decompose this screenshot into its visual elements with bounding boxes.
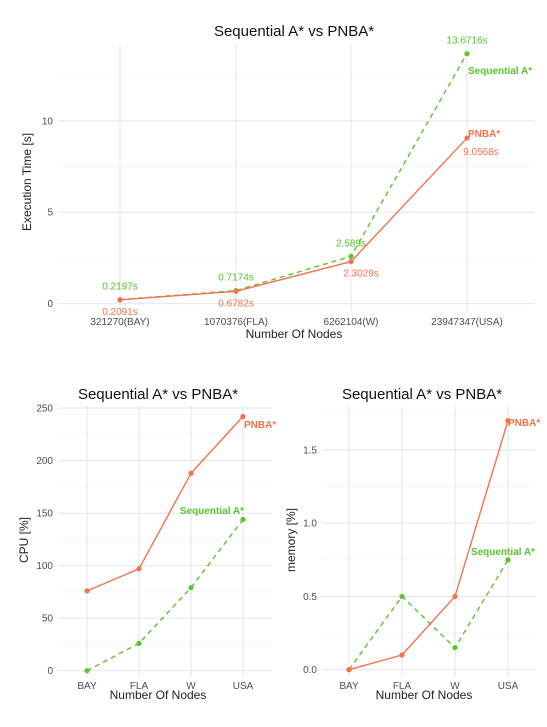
- data-point: [464, 135, 470, 141]
- y-tick-label: 1.5: [303, 445, 317, 456]
- y-tick-label: 10: [42, 116, 54, 127]
- x-tick-label: FLA: [130, 681, 149, 692]
- x-tick-label: 1070376(FLA): [204, 317, 268, 328]
- chart1-series: [117, 51, 470, 303]
- series-label: PNBA*: [468, 129, 500, 140]
- chart2-y-ticks: 0 50 100 150 200 250: [36, 404, 53, 678]
- chart-memory: Sequential A* vs PNBA* 0.0 0.5 1.0 1.5 BAY F…: [284, 386, 540, 702]
- chart2-x-axis-label: Number Of Nodes: [110, 688, 207, 702]
- data-point: [464, 51, 470, 57]
- data-point: [452, 645, 458, 651]
- data-point: [84, 668, 90, 674]
- x-tick-label: 321270(BAY): [90, 317, 149, 328]
- data-point: [188, 585, 194, 591]
- x-tick-label: W: [450, 681, 460, 692]
- chart3-title: Sequential A* vs PNBA*: [342, 386, 502, 403]
- chart2-title: Sequential A* vs PNBA*: [78, 386, 238, 403]
- data-point: [136, 640, 142, 646]
- series-label: PNBA*: [508, 418, 540, 429]
- data-label: 0.6782s: [218, 298, 254, 309]
- chart1-y-axis-label: Execution Time [s]: [20, 133, 34, 231]
- x-tick-label: USA: [498, 681, 519, 692]
- chart2-y-axis-label: CPU [%]: [17, 517, 31, 563]
- data-label: 9.0568s: [463, 147, 499, 158]
- series-line-pnba: [119, 137, 468, 301]
- data-point: [240, 516, 246, 523]
- y-tick-label: 1.0: [303, 519, 317, 530]
- chart3-series-labels: Sequential A* PNBA*: [471, 418, 540, 558]
- data-point: [136, 566, 142, 572]
- x-tick-label: BAY: [339, 681, 359, 692]
- data-point: [348, 253, 354, 259]
- chart3-series: [346, 418, 511, 673]
- y-tick-label: 0.5: [303, 592, 317, 603]
- chart-execution-time: Sequential A* vs PNBA* 0 5 10 321270(BAY) 1…: [20, 23, 535, 341]
- chart3-grid: [322, 406, 535, 677]
- chart1-title: Sequential A* vs PNBA*: [214, 23, 374, 40]
- series-line-sequential: [348, 559, 509, 671]
- x-tick-label: W: [186, 681, 196, 692]
- y-tick-label: 0: [47, 666, 53, 677]
- data-point: [399, 652, 405, 658]
- data-label: 2.3029s: [343, 269, 379, 280]
- series-label: PNBA*: [244, 420, 276, 431]
- x-tick-label: FLA: [393, 681, 412, 692]
- data-label: 13.6716s: [446, 36, 487, 47]
- chart1-x-axis-label: Number Of Nodes: [246, 327, 343, 341]
- y-tick-label: 100: [36, 561, 53, 572]
- series-line-pnba: [348, 420, 509, 671]
- data-point: [346, 667, 352, 673]
- data-point: [505, 418, 511, 424]
- chart3-x-axis-label: Number Of Nodes: [376, 688, 473, 702]
- chart1-data-labels: 0.2197s 0.7174s 2.589s 13.6716s Sequential A…: [102, 36, 532, 318]
- chart2-series: [84, 413, 246, 674]
- chart2-x-ticks: BAY FLA W USA: [77, 681, 253, 692]
- x-tick-label: USA: [233, 681, 254, 692]
- chart-cpu: Sequential A* vs PNBA* 0 50 100 150 200 250 B…: [17, 386, 276, 702]
- data-label: 0.2197s: [102, 282, 138, 293]
- x-tick-label: BAY: [77, 681, 97, 692]
- chart2-grid: [58, 406, 272, 677]
- series-line-sequential: [86, 519, 244, 672]
- data-point: [84, 588, 90, 594]
- data-point: [240, 413, 246, 420]
- chart2-series-labels: Sequential A* PNBA*: [180, 420, 276, 517]
- chart3-x-ticks: BAY FLA W USA: [339, 681, 518, 692]
- series-line-pnba: [86, 416, 244, 592]
- data-point: [188, 470, 194, 476]
- y-tick-label: 200: [36, 456, 53, 467]
- data-point: [452, 593, 458, 600]
- data-point: [348, 258, 354, 265]
- x-tick-label: 23947347(USA): [431, 317, 503, 328]
- series-line-sequential: [119, 53, 468, 301]
- x-tick-label: 6262104(W): [323, 317, 378, 328]
- data-label: 2.589s: [336, 238, 366, 249]
- chart1-grid: [58, 44, 535, 311]
- y-tick-label: 250: [36, 404, 53, 415]
- y-tick-label: 5: [47, 208, 53, 219]
- chart3-y-axis-label: memory [%]: [284, 508, 298, 572]
- series-label: Sequential A*: [468, 66, 532, 77]
- data-point: [117, 297, 123, 303]
- y-tick-label: 150: [36, 509, 53, 520]
- y-tick-label: 0.0: [303, 665, 317, 676]
- chart1-x-ticks: 321270(BAY) 1070376(FLA) 6262104(W) 2394734…: [90, 317, 503, 328]
- data-label: 0.7174s: [218, 273, 254, 284]
- data-point: [399, 593, 405, 600]
- series-label: Sequential A*: [180, 506, 244, 517]
- chart1-y-ticks: 0 5 10: [42, 116, 54, 310]
- data-point: [233, 288, 239, 294]
- y-tick-label: 50: [42, 614, 54, 625]
- chart3-y-ticks: 0.0 0.5 1.0 1.5: [303, 445, 317, 676]
- data-point: [505, 557, 511, 563]
- data-label: 0.2091s: [102, 307, 138, 318]
- series-label: Sequential A*: [471, 547, 535, 558]
- y-tick-label: 0: [47, 299, 53, 310]
